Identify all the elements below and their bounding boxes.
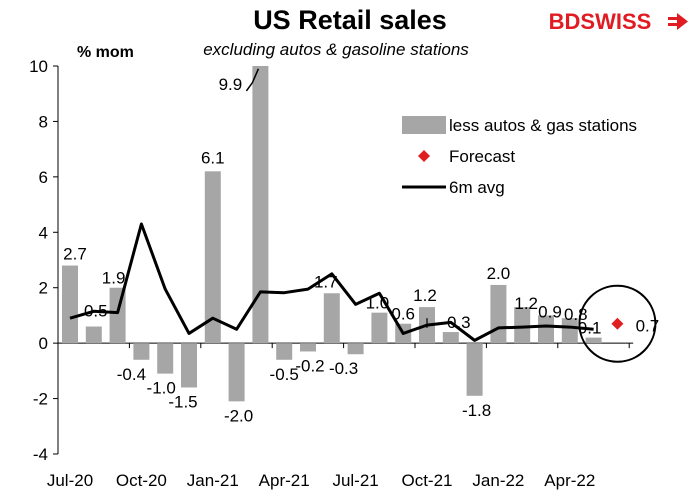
plot-area: -4 -2 0 2 4 6 8 10 Jul-20 Oct-20 Jan-21 Apr-21 Jul-2… [29,57,659,490]
data-label: -1.8 [462,401,491,420]
data-label: 6.1 [201,148,225,167]
label-leader-line [245,68,260,92]
y-axis-unit-label: % mom [77,44,134,61]
legend: less autos & gas stations Forecast 6m av… [402,116,637,197]
forecast-marker [611,317,624,330]
bar [514,307,531,344]
x-tick-label: Jul-21 [332,471,378,490]
x-tick-label: Jan-21 [187,471,239,490]
bar [442,332,459,344]
legend-swatch-bars [402,116,446,134]
data-label: -0.5 [270,365,299,384]
data-label: -1.5 [168,392,197,411]
bar [300,343,316,352]
data-label: 0.5 [84,302,108,321]
x-tick-label: Jan-22 [472,471,524,490]
bar [347,343,364,355]
bar [561,318,578,344]
legend-label-forecast: Forecast [449,147,515,166]
chart-subtitle: excluding autos & gasoline stations [203,40,469,59]
bar [371,312,388,344]
data-label: 1.2 [514,294,538,313]
bar [538,315,554,344]
data-label: -0.2 [295,356,324,375]
line-6m-avg [69,222,594,342]
bar [85,326,102,344]
bar [204,171,221,344]
data-label: 2.0 [487,264,511,283]
bar [585,337,602,344]
y-tick-label: 0 [39,334,48,353]
data-label: 1.7 [314,272,338,291]
brand-logo: BDSWISS [549,9,688,34]
x-tick-label: Oct-21 [401,471,452,490]
data-label: 0.6 [391,305,415,324]
data-label: 0.1 [578,319,602,338]
bar [62,265,78,344]
data-label: 1.2 [413,286,437,305]
data-label: -0.4 [117,365,146,384]
bar [252,66,269,344]
data-label: 0.8 [564,305,588,324]
forecast-highlight-circle [578,284,657,363]
x-tick-label: Oct-20 [116,471,167,490]
y-tick-label: -2 [33,390,48,409]
y-tick-label: 6 [39,168,48,187]
brand-name: BDSWISS [549,9,652,34]
chart-title: US Retail sales [253,5,447,35]
data-label: 9.9 [219,75,243,94]
data-label: 1.9 [102,269,126,288]
bar [466,343,483,396]
brand-arrow-icon [668,13,688,30]
legend-label-6m-avg: 6m avg [449,178,505,197]
data-label: -0.3 [329,359,358,378]
x-tick-label: Apr-21 [259,471,310,490]
data-label: 1.0 [366,294,390,313]
x-tick-label: Apr-22 [544,471,595,490]
bar [157,343,174,374]
y-tick-label: 10 [29,57,48,76]
y-tick-label: 8 [39,112,48,131]
bar [133,343,150,360]
data-label: 0.9 [538,302,562,321]
data-label: -1.0 [147,379,176,398]
x-tick-label: Jul-20 [47,471,93,490]
bar [181,343,197,388]
y-tick-label: 4 [39,223,48,242]
data-label: -2.0 [224,406,253,425]
legend-label-bars: less autos & gas stations [449,116,637,135]
y-tick-label: 2 [39,279,48,298]
bar [323,293,340,344]
data-label: 0.7 [636,317,660,336]
bar [276,343,293,360]
data-label: 2.7 [63,245,87,264]
data-label: 0.3 [447,313,471,332]
bar [490,284,507,344]
legend-swatch-forecast [418,150,430,162]
y-tick-label: -4 [33,445,48,464]
bar [228,343,245,402]
